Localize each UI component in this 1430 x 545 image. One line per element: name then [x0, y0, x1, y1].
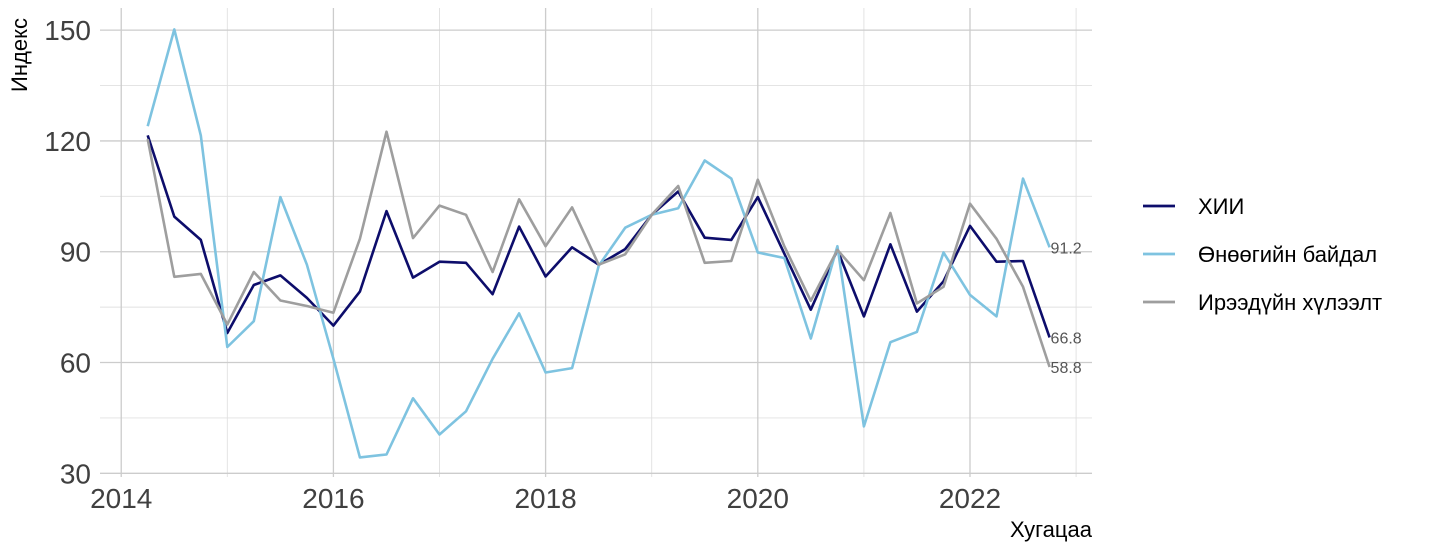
grid-lines	[100, 8, 1092, 477]
x-tick-label: 2016	[302, 483, 364, 514]
x-axis-ticks: 2014 2016 2018 2020 2022	[90, 483, 1001, 514]
x-tick-label: 2014	[90, 483, 152, 514]
y-tick-label: 150	[44, 15, 91, 46]
y-axis-ticks: 30 60 90 120 150	[44, 15, 91, 489]
legend-label-2: Ирээдүйн хүлээлт	[1198, 290, 1382, 315]
x-tick-label: 2022	[939, 483, 1001, 514]
series-lines	[146, 28, 1051, 459]
y-tick-label: 60	[60, 348, 91, 379]
end-label-2: 58.8	[1051, 360, 1082, 377]
x-tick-label: 2020	[727, 483, 789, 514]
legend-label-1: Өнөөгийн байдал	[1198, 242, 1377, 267]
x-tick-label: 2018	[514, 483, 576, 514]
end-labels: 66.8 91.2 58.8	[1051, 240, 1082, 377]
end-label-1: 91.2	[1051, 240, 1082, 257]
legend-label-0: ХИИ	[1198, 194, 1244, 219]
end-label-0: 66.8	[1051, 330, 1082, 347]
x-axis-title: Хугацаа	[1010, 517, 1093, 542]
legend: ХИИ Өнөөгийн байдал Ирээдүйн хүлээлт	[1143, 194, 1382, 315]
y-tick-label: 30	[60, 458, 91, 489]
series-line-1	[146, 28, 1051, 459]
y-tick-label: 120	[44, 126, 91, 157]
y-tick-label: 90	[60, 237, 91, 268]
y-axis-title: Индекс	[7, 18, 32, 92]
series-line-2	[146, 130, 1051, 368]
